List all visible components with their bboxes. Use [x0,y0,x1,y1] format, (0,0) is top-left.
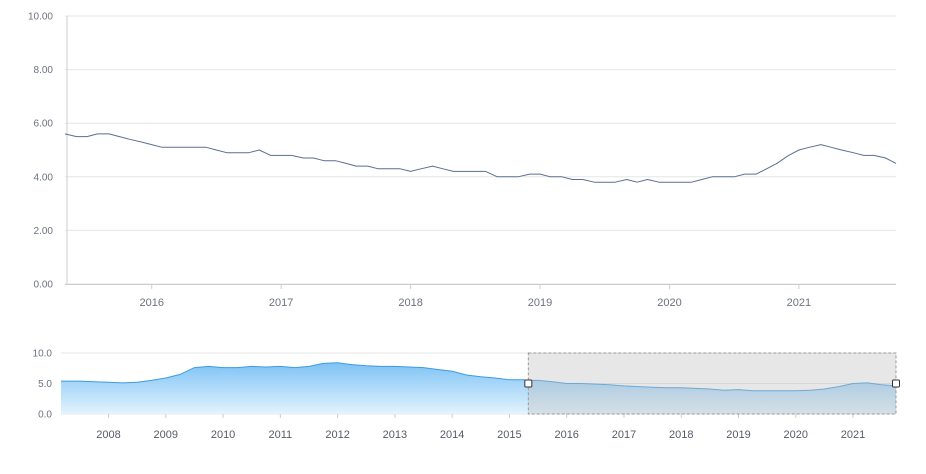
navigator-chart[interactable]: 0.0 5.0 10.0 2008 2009 2010 2011 2012 2013 2014 20… [33,349,900,442]
nav-x-tick-label: 2021 [841,429,865,441]
nav-x-tick-label: 2019 [726,429,750,441]
nav-x-tick-label: 2013 [383,429,407,441]
nav-y-tick-label: 10.0 [33,349,53,360]
nav-x-tick-label: 2015 [497,429,521,441]
nav-y-tick-label: 5.0 [38,379,52,390]
y-tick-label: 0.00 [34,280,54,291]
main-chart: 0.00 2.00 4.00 6.00 8.00 10.00 2016 2017 2018 201… [28,12,897,309]
x-tick-label: 2016 [139,297,163,309]
nav-x-tick-label: 2009 [154,429,178,441]
nav-x-tick-label: 2017 [612,429,636,441]
x-tick-label: 2021 [787,297,811,309]
x-tick-label: 2017 [269,297,293,309]
y-tick-label: 8.00 [34,65,54,76]
navigator-handle-left[interactable] [524,379,533,388]
nav-series-area [61,362,896,414]
nav-x-tick-label: 2018 [669,429,693,441]
nav-x-tick-label: 2016 [554,429,578,441]
nav-x-tick-label: 2011 [269,429,293,441]
nav-x-tick-label: 2008 [96,429,120,441]
nav-y-tick-label: 0.0 [38,410,52,421]
x-tick-label: 2020 [657,297,681,309]
x-tick-label: 2018 [398,297,422,309]
navigator-handle-right[interactable] [892,379,900,388]
y-tick-label: 6.00 [34,119,54,130]
y-tick-label: 10.00 [28,12,53,23]
navigator-selection-mask[interactable] [527,352,897,415]
x-tick-label: 2019 [528,297,552,309]
nav-x-tick-label: 2010 [211,429,235,441]
y-tick-label: 4.00 [34,172,54,183]
nav-x-tick-label: 2014 [440,429,464,441]
y-tick-label: 2.00 [34,226,54,237]
nav-series-line [61,362,897,392]
nav-x-tick-label: 2020 [784,429,808,441]
series-line [64,133,897,183]
nav-x-tick-label: 2012 [325,429,349,441]
